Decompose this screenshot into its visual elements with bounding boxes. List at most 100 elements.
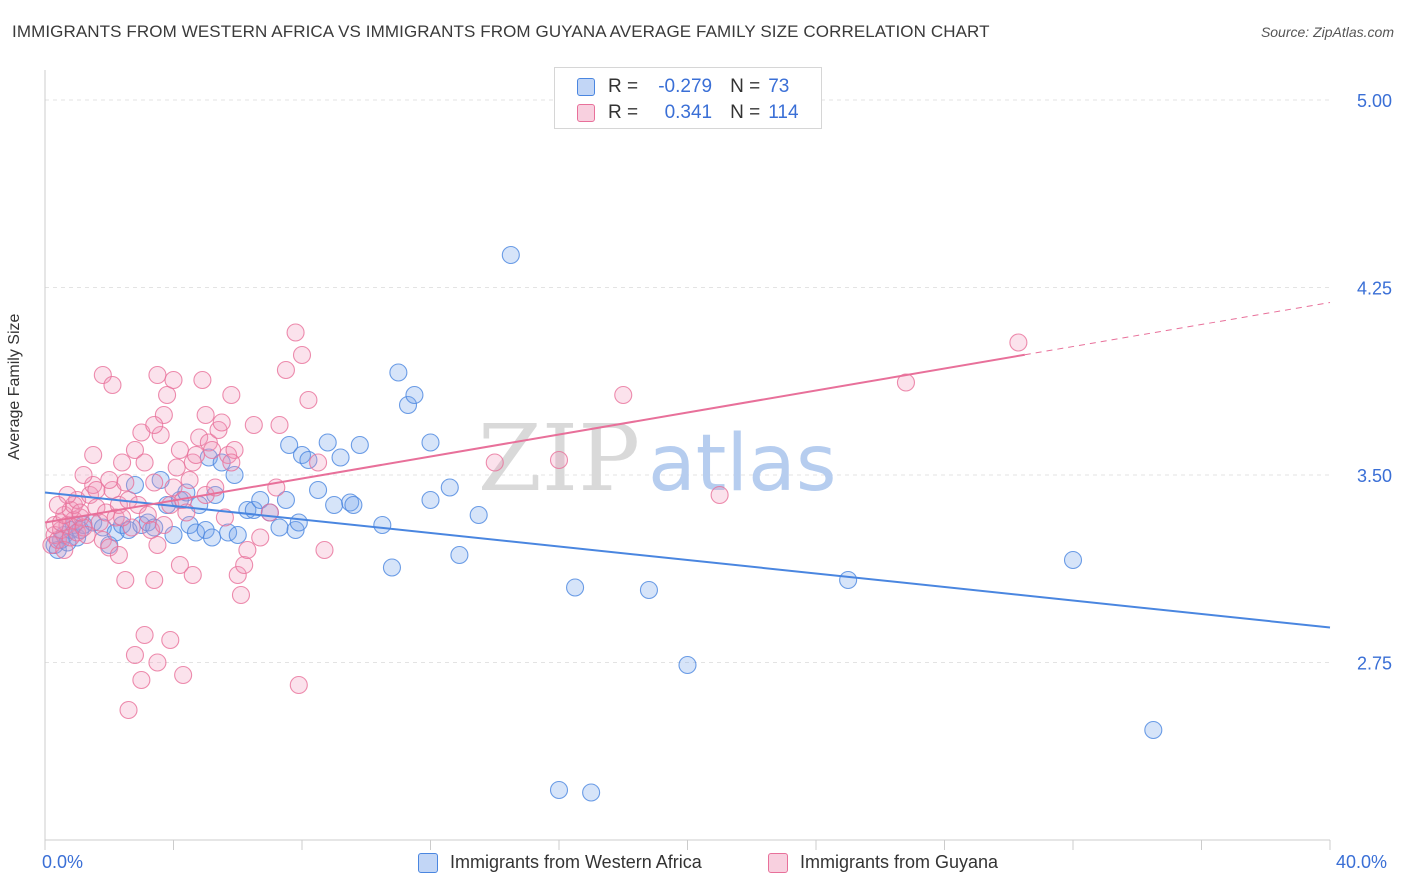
point-1-45: [167, 458, 186, 477]
correlation-legend: R = -0.279 N = 73 R = 0.341 N = 114: [554, 67, 822, 129]
point-0-22: [164, 525, 183, 545]
point-1-40: [151, 425, 170, 445]
point-1-77: [315, 540, 334, 560]
point-1-104: [100, 470, 119, 490]
point-1-73: [286, 323, 305, 342]
x-tick-label-min: 0.0%: [42, 852, 84, 872]
y-tick-label-0: 2.75: [1357, 654, 1392, 674]
point-0-60: [440, 478, 459, 497]
series-guyana-points: [42, 323, 1028, 720]
bottom-legend-label: Immigrants from Guyana: [800, 852, 999, 872]
y-axis-label: Average Family Size: [6, 313, 23, 460]
point-1-86: [135, 625, 154, 645]
point-0-55: [382, 558, 402, 577]
point-1-69: [251, 528, 270, 547]
point-1-99: [710, 485, 729, 505]
point-0-58: [405, 385, 424, 405]
point-0-44: [289, 513, 308, 532]
point-1-32: [125, 440, 144, 460]
point-0-59: [421, 490, 440, 510]
point-0-28: [196, 520, 215, 540]
chart-title: IMMIGRANTS FROM WESTERN AFRICA VS IMMIGR…: [12, 22, 990, 41]
point-0-52: [344, 495, 363, 515]
point-1-59: [212, 413, 231, 432]
legend-r-label: R =: [608, 76, 639, 97]
legend-n-label: N =: [730, 76, 761, 97]
legend-swatch-blue: [577, 78, 595, 96]
point-1-31: [122, 518, 141, 537]
point-1-82: [148, 653, 167, 672]
point-1-70: [260, 503, 279, 522]
legend-r-label: R =: [608, 102, 639, 123]
point-1-111: [87, 480, 106, 500]
y-tick-label-2: 4.25: [1357, 279, 1392, 299]
point-0-48: [318, 433, 337, 452]
point-0-54: [373, 515, 392, 535]
legend-r-value: -0.279: [658, 76, 713, 97]
point-1-60: [215, 508, 234, 527]
point-1-74: [292, 345, 312, 365]
point-0-56: [389, 363, 408, 382]
point-1-36: [138, 505, 157, 525]
point-1-83: [161, 630, 180, 650]
point-0-66: [582, 783, 601, 802]
point-1-65: [231, 585, 251, 605]
point-1-17: [77, 525, 96, 545]
legend-row-guyana: R = 0.341 N = 114: [577, 102, 799, 124]
point-1-91: [103, 375, 122, 395]
point-1-79: [116, 570, 135, 590]
point-1-42: [158, 385, 177, 405]
point-0-62: [469, 505, 488, 525]
bottom-legend-swatch-blue: [418, 852, 438, 873]
point-1-88: [170, 555, 189, 575]
point-1-49: [180, 470, 199, 490]
point-0-65: [566, 578, 585, 597]
x-tick-label-max: 40.0%: [1336, 852, 1388, 872]
point-1-108: [113, 508, 132, 527]
legend-r-value: 0.341: [664, 102, 713, 123]
point-1-84: [174, 665, 193, 685]
point-1-102: [74, 465, 93, 485]
point-1-89: [183, 565, 202, 585]
point-0-38: [251, 490, 270, 510]
bottom-legend-western-africa: Immigrants from Western Africa: [418, 852, 702, 873]
point-1-28: [113, 453, 132, 472]
point-1-35: [135, 453, 154, 472]
point-0-32: [212, 453, 231, 472]
point-1-85: [119, 700, 138, 720]
legend-row-western-africa: R = -0.279 N = 73: [577, 76, 789, 98]
point-0-68: [678, 655, 697, 675]
y-tick-labels: 2.75 3.50 4.25 5.00: [1357, 91, 1392, 674]
point-1-51: [186, 445, 206, 465]
point-1-62: [222, 385, 241, 405]
point-1-46: [170, 440, 189, 460]
trend-line-0: [44, 491, 1331, 629]
point-1-101: [1009, 333, 1028, 352]
point-0-71: [1144, 720, 1163, 740]
point-0-67: [639, 580, 659, 600]
point-1-64: [228, 565, 247, 585]
point-1-78: [148, 365, 167, 385]
point-1-53: [193, 370, 212, 390]
point-1-113: [196, 405, 215, 425]
point-1-100: [896, 373, 916, 392]
point-1-52: [190, 428, 209, 447]
trend-line-1: [44, 353, 1025, 524]
series-western-africa-points: [45, 245, 1163, 802]
point-1-106: [154, 515, 173, 535]
point-1-95: [289, 675, 308, 695]
point-0-49: [325, 495, 344, 515]
bottom-legend-guyana: Immigrants from Guyana: [768, 852, 998, 873]
point-1-66: [235, 555, 254, 575]
point-1-72: [276, 360, 295, 380]
bottom-legend-label: Immigrants from Western Africa: [450, 852, 702, 872]
point-1-41: [154, 405, 173, 425]
point-1-44: [164, 478, 183, 497]
point-0-69: [839, 570, 858, 590]
point-1-67: [238, 540, 257, 560]
point-1-96: [485, 453, 504, 472]
watermark-atlas: atlas: [648, 419, 837, 509]
point-1-24: [100, 538, 119, 557]
point-1-105: [109, 545, 128, 565]
point-1-19: [84, 475, 103, 495]
